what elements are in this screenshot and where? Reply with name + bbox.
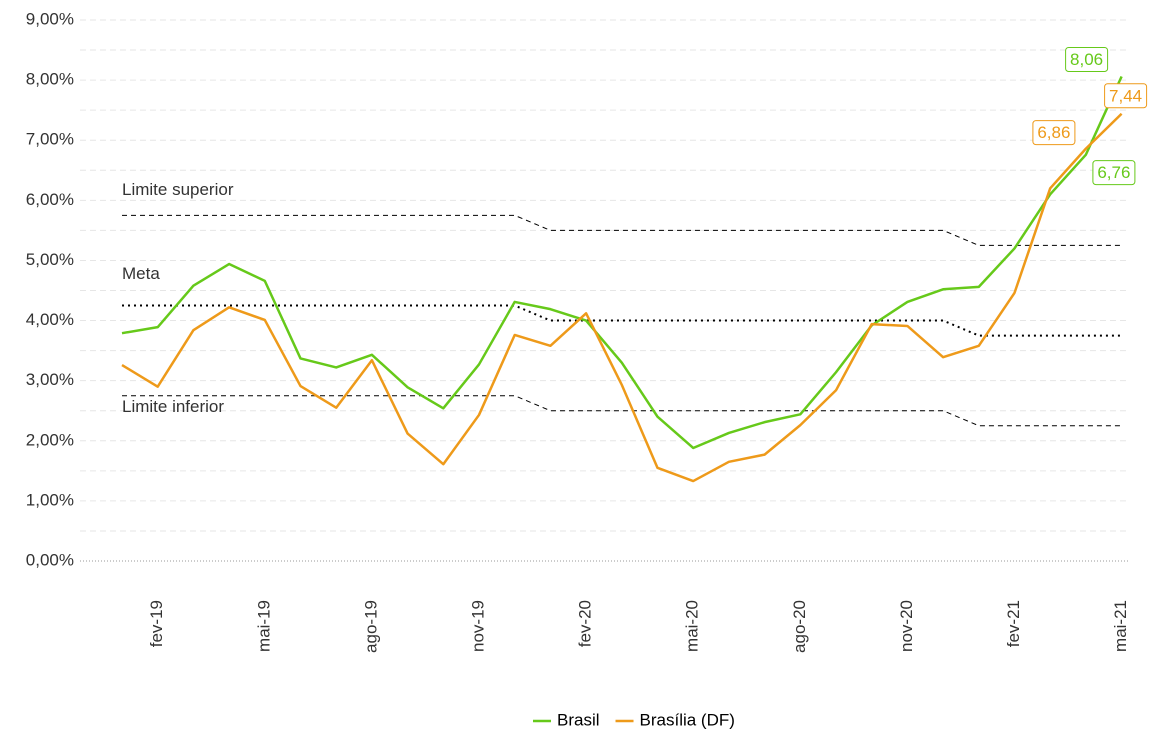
y-tick-label: 7,00% [26, 130, 74, 149]
reference-label: Limite superior [122, 180, 234, 199]
value-label: 8,06 [1065, 47, 1109, 73]
series-line [121, 112, 1123, 483]
x-tick-label: ago-19 [361, 600, 380, 653]
reference-line [122, 395, 1122, 427]
value-label-box [1032, 120, 1076, 146]
value-label-box [1104, 83, 1148, 109]
x-tick-label: mai-21 [1111, 600, 1130, 652]
x-tick-label: fev-21 [1004, 600, 1023, 647]
y-tick-label: 4,00% [26, 310, 74, 329]
legend-label: Brasil [557, 710, 600, 729]
value-label: 6,76 [1092, 160, 1136, 186]
reference-line [122, 214, 1122, 246]
x-tick-label: nov-19 [468, 600, 487, 652]
legend: Brasil Brasília (DF) [533, 710, 735, 729]
value-label-box [1092, 160, 1136, 186]
y-tick-label: 2,00% [26, 430, 74, 449]
value-label-box [1065, 47, 1109, 73]
x-tick-label: fev-20 [576, 600, 595, 647]
y-tick-label: 6,00% [26, 190, 74, 209]
value-label-text: 6,76 [1097, 163, 1130, 182]
x-tick-label: ago-20 [790, 600, 809, 653]
y-tick-label: 8,00% [26, 70, 74, 89]
reference-label: Limite inferior [122, 397, 224, 416]
value-label: 7,44 [1104, 83, 1148, 109]
x-tick-label: fev-19 [147, 600, 166, 647]
value-label: 6,86 [1032, 120, 1076, 146]
value-label-text: 8,06 [1070, 50, 1103, 69]
y-tick-label: 9,00% [26, 9, 74, 28]
legend-label: Brasília (DF) [640, 710, 735, 729]
y-tick-label: 1,00% [26, 490, 74, 509]
y-tick-label: 0,00% [26, 550, 74, 569]
value-label-text: 7,44 [1109, 86, 1142, 105]
reference-label: Meta [122, 264, 160, 283]
y-tick-label: 5,00% [26, 250, 74, 269]
x-tick-label: mai-19 [254, 600, 273, 652]
y-tick-label: 3,00% [26, 370, 74, 389]
series-line [121, 75, 1123, 450]
x-tick-label: nov-20 [897, 600, 916, 652]
value-label-text: 6,86 [1037, 123, 1070, 142]
x-tick-label: mai-20 [683, 600, 702, 652]
